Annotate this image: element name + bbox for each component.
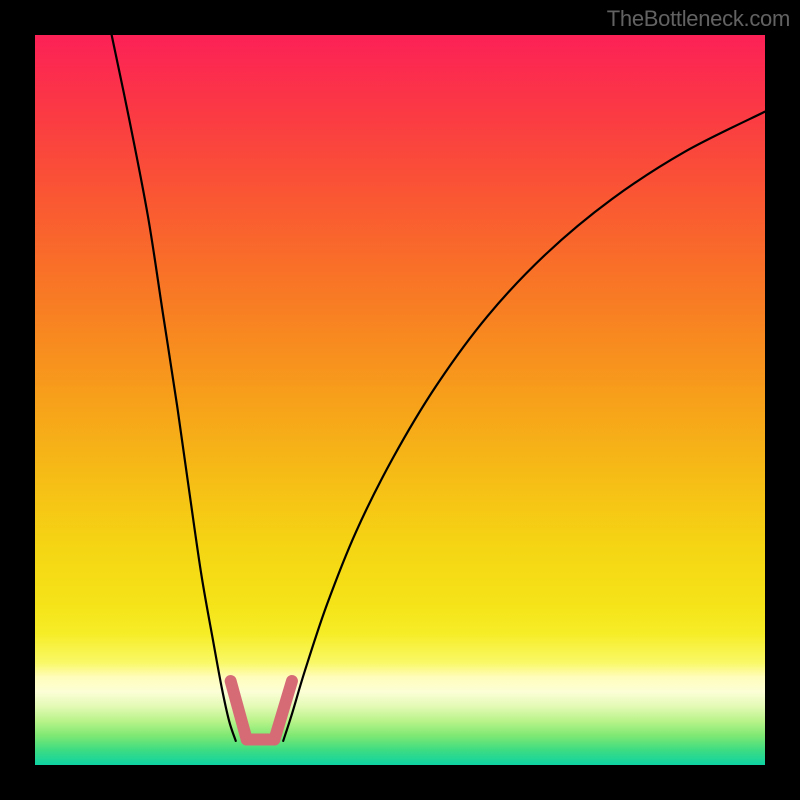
chart-plot-area [35,35,765,765]
attribution-text: TheBottleneck.com [607,6,790,32]
bottom-v-marker [35,35,765,765]
